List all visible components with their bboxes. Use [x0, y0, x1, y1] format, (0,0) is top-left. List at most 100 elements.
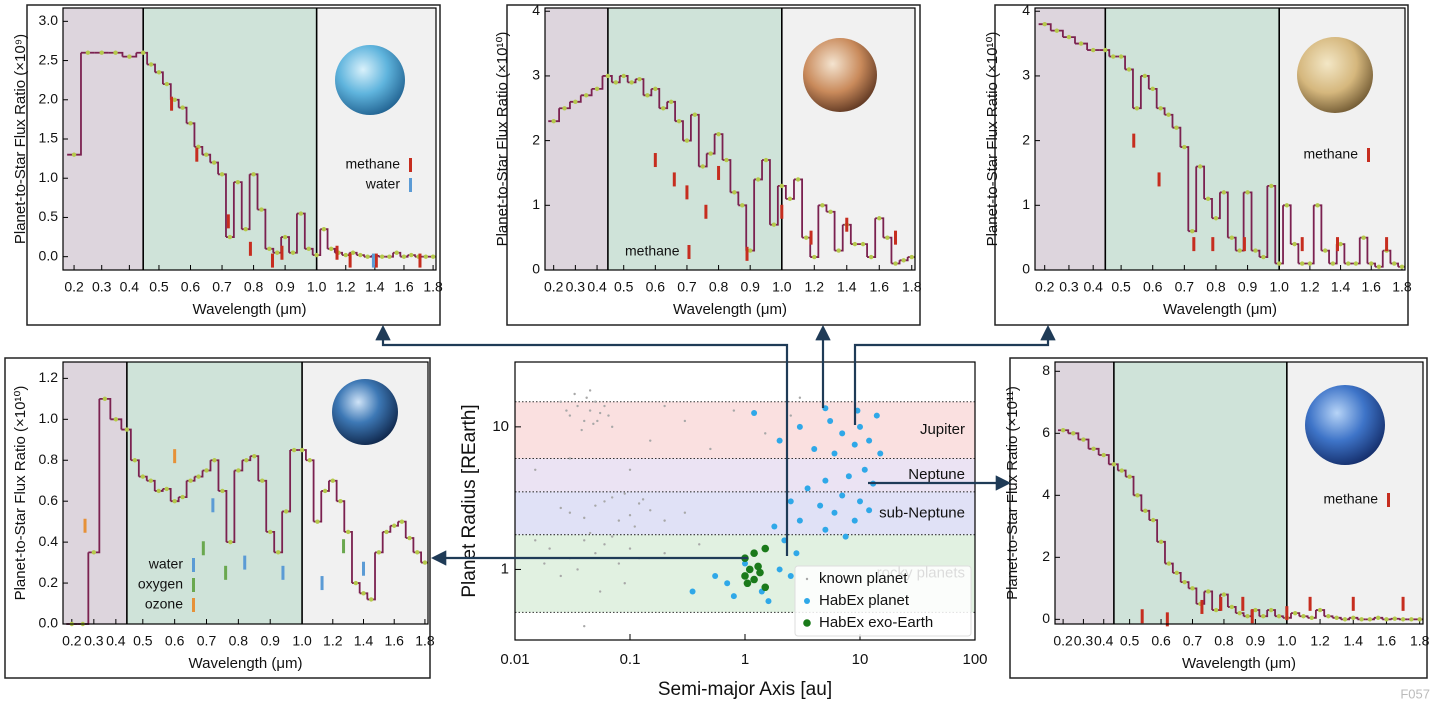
spectrum-point: [422, 560, 428, 565]
spectrum-point: [1292, 241, 1297, 247]
spectrum-point: [1182, 144, 1187, 150]
x-tick-label: 0.9: [1238, 279, 1258, 295]
spectrum-point: [1399, 264, 1405, 269]
spectrum-point: [228, 539, 233, 545]
spectrum-point: [219, 172, 225, 177]
spectrum-point: [1300, 261, 1305, 266]
spectrum-point: [196, 474, 201, 479]
spectrum-point: [392, 523, 397, 528]
x-tick-label: 0.6: [646, 279, 666, 295]
spectrum-point: [1261, 614, 1266, 619]
x-tick-label: 0.2: [1053, 633, 1073, 649]
spectrum-point: [164, 81, 170, 87]
band-label: Jupiter: [920, 421, 965, 438]
spectrum-point: [291, 447, 297, 453]
x-tick-label: 0.5: [614, 279, 634, 295]
feature-marker: [780, 204, 784, 219]
spectrum-point: [102, 396, 108, 402]
feature-marker: [1140, 609, 1144, 624]
spectrum-point: [893, 261, 898, 266]
legend-label: HabEx exo-Earth: [819, 614, 933, 631]
spectrum-point: [1292, 610, 1298, 616]
y-tick-label: 0.4: [39, 533, 59, 549]
spectrum-point: [1253, 607, 1258, 613]
spectrum-point: [71, 152, 77, 157]
spectrum-point: [836, 248, 841, 253]
spectrum-point: [1111, 462, 1117, 467]
arrow: [853, 324, 1056, 425]
spectrum-point: [1417, 617, 1422, 622]
y-tick-label: 1: [1022, 196, 1030, 212]
planet-point: [568, 511, 572, 514]
legend-swatch: [805, 577, 809, 581]
feature-marker: [1250, 609, 1254, 624]
plot-frame: [62, 7, 437, 271]
feature-marker: [281, 565, 285, 580]
spectrum-point: [1066, 34, 1072, 40]
x-tick-label: 1.4: [837, 279, 857, 295]
spectrum-point: [573, 99, 578, 105]
spectrum-point: [1309, 615, 1314, 620]
planet-point: [649, 439, 652, 442]
legend-swatch: [409, 158, 412, 172]
planet-point: [576, 568, 579, 571]
feature-marker: [1192, 237, 1196, 252]
y-axis-label: Planet-to-Star Flux Ratio (×10¹¹): [1004, 386, 1021, 600]
planet-point: [745, 565, 754, 574]
planet-point: [861, 466, 868, 473]
x-tick-label: 0.3: [1059, 279, 1079, 295]
planet-point: [804, 485, 811, 492]
spectrum-point: [885, 235, 890, 240]
spectrum-point: [387, 254, 392, 259]
spectrum-point: [1205, 196, 1211, 202]
x-axis-label: Wavelength (μm): [1182, 655, 1296, 672]
y-axis-label: Planet-to-Star Flux Ratio (×10¹⁰): [12, 386, 29, 601]
planet-point: [628, 547, 632, 550]
planet-point: [565, 409, 568, 412]
x-tick-label: 10: [852, 651, 869, 668]
feature-marker: [685, 185, 689, 200]
x-tick-label: 1.4: [365, 279, 385, 295]
x-tick-label: 0.2: [62, 633, 82, 649]
wavelength-region: [143, 8, 317, 270]
planet-point: [796, 517, 803, 524]
feature-marker: [83, 518, 87, 533]
planet-point: [857, 498, 863, 505]
x-tick-label: 0.3: [92, 279, 112, 295]
wavelength-region: [1055, 362, 1114, 624]
planet-point: [583, 624, 586, 628]
spectrum-point: [1221, 190, 1227, 195]
spectrum-point: [275, 250, 280, 255]
y-axis-label: Planet Radius [REarth]: [459, 404, 480, 597]
spectrum-point: [180, 105, 185, 110]
x-tick-label: 0.1: [620, 651, 641, 668]
spectrum-point: [268, 529, 273, 535]
x-tick-label: 1.8: [1392, 279, 1412, 295]
planet-point: [633, 525, 636, 528]
planet-point: [857, 423, 863, 430]
spectrum-point: [795, 177, 801, 182]
spectrum-point: [1237, 610, 1242, 616]
planet-point: [750, 575, 758, 584]
spectrum-point: [423, 254, 429, 259]
x-tick-label: 1.2: [1310, 633, 1330, 649]
y-tick-label: 0.5: [39, 208, 59, 224]
spectrum-point: [235, 179, 241, 185]
y-axis-label: Planet-to-Star Flux Ratio (×10⁹): [12, 34, 29, 244]
feature-marker: [195, 147, 199, 162]
spectrum-point: [211, 160, 217, 165]
y-tick-label: 1: [532, 196, 540, 212]
y-tick-label: 0.0: [39, 615, 59, 631]
spectrum-point: [1392, 261, 1397, 266]
legend-swatch: [1387, 493, 1390, 507]
y-tick-label: 2.5: [39, 51, 59, 67]
planet-point: [683, 511, 687, 514]
planet-point: [827, 417, 834, 424]
planet-point: [689, 588, 696, 595]
planet-point: [839, 492, 846, 499]
spectrum-point: [1182, 579, 1187, 585]
planet-point: [724, 580, 731, 587]
spectrum-point: [1301, 614, 1306, 619]
y-tick-label: 1.5: [39, 130, 59, 146]
spectrum-point: [164, 486, 169, 492]
